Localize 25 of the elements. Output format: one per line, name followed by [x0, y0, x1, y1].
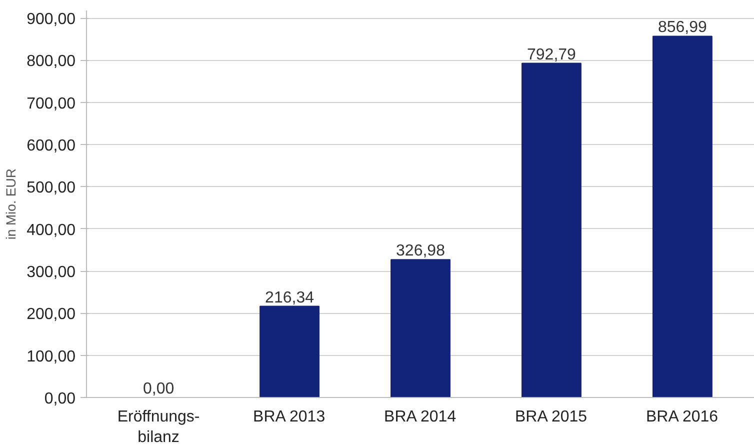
y-tick-label: 400,00	[26, 222, 76, 239]
y-tick-label: 200,00	[26, 306, 76, 324]
y-tick-label: 900,00	[26, 11, 76, 28]
y-tick-label: 300,00	[26, 264, 76, 282]
data-label: 216,34	[265, 289, 314, 306]
bar	[260, 306, 320, 398]
bar	[390, 259, 450, 398]
x-tick-label: BRA 2015	[515, 408, 588, 426]
y-tick-label: 700,00	[26, 95, 76, 112]
y-axis-title: in Mio. EUR	[4, 168, 19, 240]
y-tick-label: 100,00	[26, 348, 76, 366]
data-label: 326,98	[396, 242, 446, 260]
x-tick-label: BRA 2014	[384, 408, 456, 426]
x-tick-label: BRA 2016	[646, 408, 718, 426]
bar	[652, 36, 712, 398]
y-tick-label: 800,00	[26, 53, 76, 70]
y-tick-label: 500,00	[26, 180, 76, 197]
data-label: 0,00	[142, 380, 174, 398]
y-tick-label: 0,00	[44, 390, 76, 408]
x-tick-label: Eröffnungs- bilanz	[117, 408, 200, 446]
bar	[522, 62, 582, 398]
data-label: 856,99	[658, 19, 708, 36]
x-tick-label: BRA 2013	[253, 408, 326, 426]
data-label: 792,79	[527, 46, 576, 64]
y-tick-label: 600,00	[26, 138, 76, 155]
